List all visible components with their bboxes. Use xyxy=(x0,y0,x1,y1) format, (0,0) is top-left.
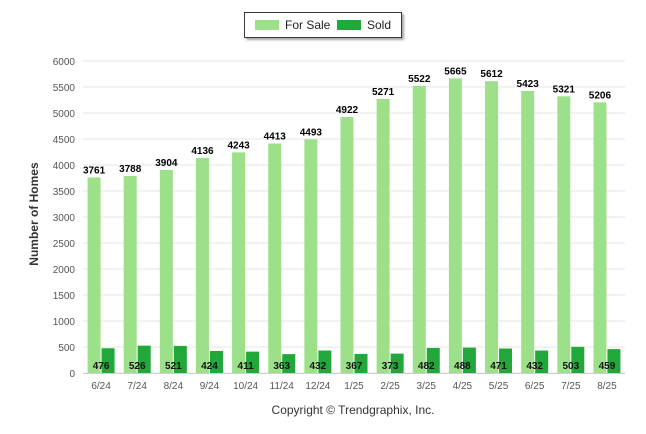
bar-sold xyxy=(499,348,513,373)
bar-sold xyxy=(426,347,440,373)
x-tick-label: 4/25 xyxy=(453,381,473,392)
bar-sold xyxy=(571,346,585,373)
x-tick-label: 6/25 xyxy=(525,381,545,392)
bar-for-sale xyxy=(159,169,173,373)
data-label-sold: 432 xyxy=(310,361,327,372)
data-label-sold: 411 xyxy=(238,361,255,372)
bar-for-sale xyxy=(485,81,499,374)
bar-sold xyxy=(137,345,151,373)
y-tick-label: 1000 xyxy=(53,317,76,328)
bar-sold xyxy=(209,350,223,373)
data-label-for-sale: 4922 xyxy=(336,105,359,116)
x-tick-label: 2/25 xyxy=(380,381,400,392)
bar-sold xyxy=(535,350,549,373)
data-label-sold: 373 xyxy=(382,361,399,372)
bar-for-sale xyxy=(376,98,390,374)
x-tick-label: 10/24 xyxy=(233,381,258,392)
y-tick-label: 0 xyxy=(69,369,75,380)
data-label-for-sale: 5321 xyxy=(553,84,576,95)
data-label-for-sale: 5206 xyxy=(589,90,612,101)
for-sale-swatch xyxy=(255,20,279,30)
data-label-for-sale: 5522 xyxy=(408,74,431,85)
bar-for-sale xyxy=(557,96,571,374)
legend-item-for-sale[interactable]: For Sale xyxy=(255,18,330,32)
y-tick-label: 5000 xyxy=(53,109,76,120)
bar-sold xyxy=(246,351,260,373)
data-label-for-sale: 4413 xyxy=(264,132,287,143)
y-axis-label: Number of Homes xyxy=(27,162,41,266)
bar-sold xyxy=(607,349,621,373)
x-tick-label: 8/24 xyxy=(164,381,184,392)
y-tick-label: 2500 xyxy=(53,239,76,250)
y-tick-label: 5500 xyxy=(53,83,76,94)
bar-for-sale xyxy=(268,143,282,373)
legend-item-sold[interactable]: Sold xyxy=(337,18,391,32)
bar-for-sale xyxy=(521,91,535,373)
data-label-for-sale: 4136 xyxy=(191,146,214,157)
data-label-for-sale: 4243 xyxy=(227,140,250,151)
data-label-sold: 432 xyxy=(526,361,543,372)
bar-for-sale xyxy=(195,157,209,373)
x-tick-label: 1/25 xyxy=(344,381,364,392)
bar-for-sale xyxy=(304,139,318,373)
data-label-for-sale: 4493 xyxy=(300,127,323,138)
bar-for-sale xyxy=(593,102,607,374)
data-label-sold: 526 xyxy=(129,361,146,372)
sold-swatch xyxy=(337,20,361,30)
data-label-sold: 476 xyxy=(93,361,110,372)
data-label-for-sale: 3904 xyxy=(155,158,178,169)
x-tick-label: 5/25 xyxy=(489,381,509,392)
legend-for-sale-label: For Sale xyxy=(285,18,331,32)
copyright-text: Copyright © Trendgraphix, Inc. xyxy=(271,403,435,417)
bar-for-sale xyxy=(123,176,137,373)
data-label-for-sale: 5271 xyxy=(372,87,395,98)
y-tick-label: 6000 xyxy=(53,57,76,68)
data-label-sold: 488 xyxy=(454,361,471,372)
data-label-sold: 503 xyxy=(562,361,579,372)
data-label-for-sale: 5665 xyxy=(444,66,467,77)
data-label-sold: 424 xyxy=(201,361,218,372)
y-tick-label: 4500 xyxy=(53,135,76,146)
data-label-sold: 367 xyxy=(346,361,363,372)
data-label-for-sale: 5612 xyxy=(480,69,503,80)
x-tick-label: 12/24 xyxy=(305,381,330,392)
data-label-sold: 482 xyxy=(418,361,435,372)
bar-for-sale xyxy=(340,117,354,373)
legend-sold-label: Sold xyxy=(367,18,392,32)
y-tick-label: 1500 xyxy=(53,291,76,302)
x-tick-label: 9/24 xyxy=(200,381,220,392)
legend: For Sale Sold xyxy=(244,12,402,38)
y-tick-label: 3000 xyxy=(53,213,76,224)
data-label-for-sale: 5423 xyxy=(517,79,540,90)
data-label-sold: 471 xyxy=(490,361,507,372)
bar-sold xyxy=(354,353,368,373)
bar-for-sale xyxy=(412,85,426,373)
bar-sold xyxy=(101,348,115,373)
x-tick-label: 3/25 xyxy=(417,381,437,392)
x-tick-label: 6/24 xyxy=(91,381,111,392)
data-label-for-sale: 3788 xyxy=(119,164,142,175)
x-tick-label: 11/24 xyxy=(270,381,295,392)
y-tick-label: 4000 xyxy=(53,161,76,172)
x-tick-label: 8/25 xyxy=(597,381,617,392)
bar-sold xyxy=(282,354,296,373)
bar-sold xyxy=(318,350,332,373)
data-label-sold: 363 xyxy=(273,361,290,372)
y-tick-label: 500 xyxy=(58,343,75,354)
bar-sold xyxy=(173,345,187,373)
data-label-for-sale: 3761 xyxy=(83,165,106,176)
data-label-sold: 459 xyxy=(599,361,616,372)
data-label-sold: 521 xyxy=(165,361,182,372)
x-tick-label: 7/25 xyxy=(561,381,581,392)
bar-sold xyxy=(390,353,404,373)
x-tick-label: 7/24 xyxy=(127,381,147,392)
bar-for-sale xyxy=(87,177,101,373)
y-tick-label: 2000 xyxy=(53,265,76,276)
bar-for-sale xyxy=(448,78,462,374)
y-tick-label: 3500 xyxy=(53,187,76,198)
bar-sold xyxy=(462,347,476,373)
bar-for-sale xyxy=(232,152,246,373)
